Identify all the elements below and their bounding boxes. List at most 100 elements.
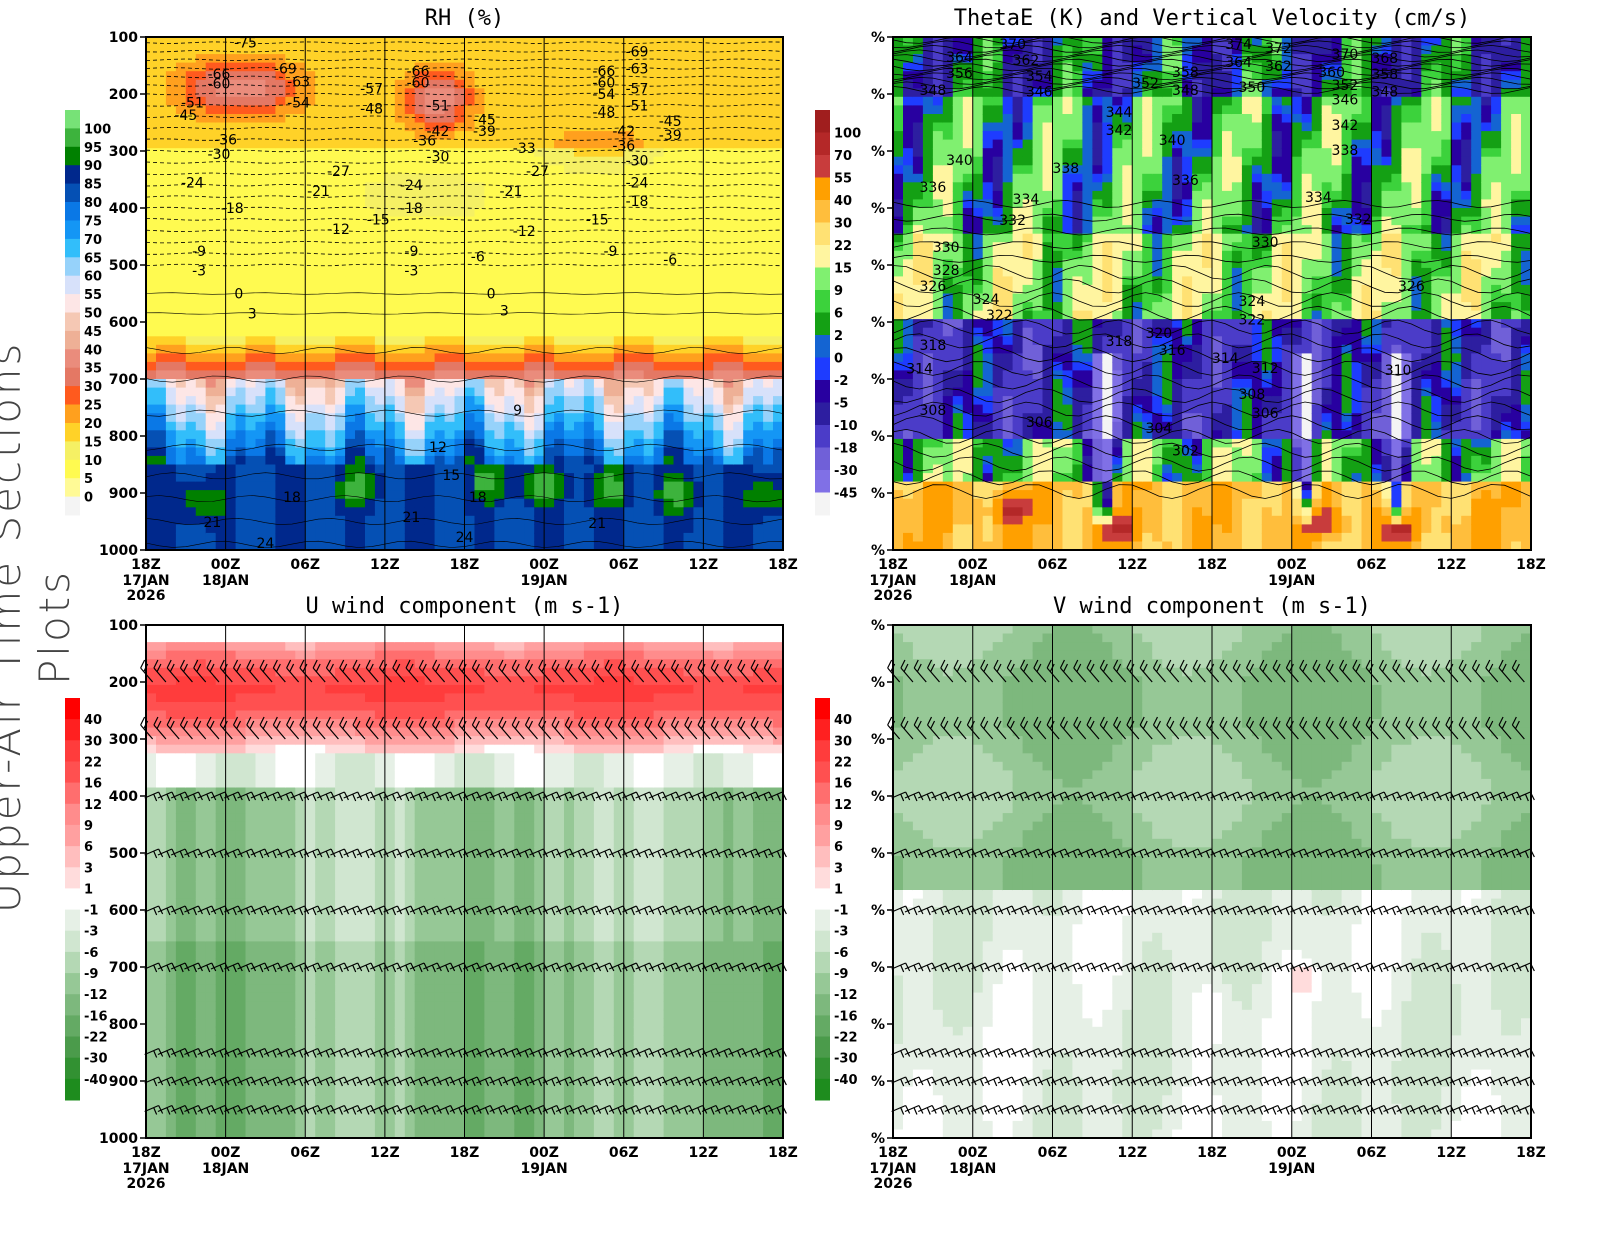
field-cell xyxy=(315,182,326,192)
field-cell xyxy=(374,88,386,98)
field-cell xyxy=(723,490,734,500)
field-cell xyxy=(564,156,575,166)
field-cell xyxy=(394,96,406,106)
field-cell xyxy=(205,173,217,183)
field-cell xyxy=(1012,250,1024,260)
field-cell xyxy=(205,310,217,320)
field-cell xyxy=(743,148,754,158)
field-cell xyxy=(205,327,217,337)
field-cell xyxy=(743,182,754,192)
field-cell xyxy=(583,199,595,209)
field-cell xyxy=(753,182,764,192)
field-cell xyxy=(345,242,356,252)
field-cell xyxy=(514,507,525,517)
field-cell xyxy=(315,447,326,457)
contour-label: -51 xyxy=(427,98,450,114)
field-cell xyxy=(265,336,276,346)
field-cell xyxy=(683,37,695,47)
field-cell xyxy=(335,498,346,508)
field-cell xyxy=(1022,310,1034,320)
field-cell xyxy=(1032,233,1044,243)
field-cell xyxy=(763,455,774,466)
field-cell xyxy=(1012,302,1024,312)
field-cell xyxy=(583,387,595,397)
field-cell xyxy=(156,473,167,483)
field-cell xyxy=(603,96,615,106)
field-cell xyxy=(514,353,525,363)
field-cell xyxy=(593,259,605,269)
field-cell xyxy=(374,515,386,525)
field-cell xyxy=(474,507,486,517)
field-cell xyxy=(623,490,635,500)
field-cell xyxy=(434,507,446,517)
field-cell xyxy=(743,45,754,55)
field-cell xyxy=(743,225,754,235)
field-cell xyxy=(1002,199,1014,209)
field-cell xyxy=(613,524,625,534)
field-cell xyxy=(474,250,486,260)
field-cell xyxy=(982,481,994,491)
field-cell xyxy=(146,62,157,72)
field-cell xyxy=(454,267,466,278)
field-cell xyxy=(753,455,764,466)
field-cell xyxy=(673,122,685,132)
field-cell xyxy=(285,361,296,372)
field-cell xyxy=(424,413,436,423)
field-cell xyxy=(593,507,605,517)
field-cell xyxy=(1022,379,1034,389)
field-cell xyxy=(623,114,635,124)
field-cell xyxy=(255,336,267,346)
field-cell xyxy=(763,336,774,346)
field-cell xyxy=(504,276,515,286)
field-cell xyxy=(743,455,754,466)
field-cell xyxy=(434,490,446,500)
field-cell xyxy=(156,438,167,449)
field-cell xyxy=(922,208,934,218)
field-cell xyxy=(494,267,505,278)
colorbar-label: 25 xyxy=(84,399,102,414)
field-cell xyxy=(185,336,197,346)
field-cell xyxy=(305,387,316,397)
field-cell xyxy=(893,473,904,483)
field-cell xyxy=(773,96,784,106)
field-cell xyxy=(1002,481,1014,491)
field-cell xyxy=(753,114,764,124)
field-cell xyxy=(215,88,227,98)
field-cell xyxy=(912,430,924,440)
field-cell xyxy=(633,481,645,491)
field-cell xyxy=(903,404,914,414)
field-cell xyxy=(593,404,605,414)
field-cell xyxy=(215,148,227,158)
field-cell xyxy=(404,208,416,218)
field-cell xyxy=(643,327,655,337)
field-cell xyxy=(245,370,257,380)
field-cell xyxy=(564,396,575,406)
field-cell xyxy=(912,327,924,337)
field-cell xyxy=(693,71,704,81)
field-cell xyxy=(454,208,466,218)
field-cell xyxy=(305,190,316,201)
field-cell xyxy=(205,413,217,423)
field-cell xyxy=(494,105,505,115)
field-cell xyxy=(554,173,565,183)
field-cell xyxy=(464,233,476,243)
field-cell xyxy=(146,225,157,235)
field-cell xyxy=(613,336,625,346)
field-cell xyxy=(235,507,247,517)
field-cell xyxy=(474,216,486,226)
field-cell xyxy=(723,327,734,337)
field-cell xyxy=(325,430,336,440)
field-cell xyxy=(1002,139,1014,149)
field-cell xyxy=(972,276,984,286)
field-cell xyxy=(534,122,545,132)
field-cell xyxy=(683,473,695,483)
field-cell xyxy=(215,481,227,491)
field-cell xyxy=(593,208,605,218)
field-cell xyxy=(623,37,635,47)
field-cell xyxy=(952,284,964,295)
field-cell xyxy=(643,524,655,534)
field-cell xyxy=(275,208,286,218)
field-cell xyxy=(444,88,456,98)
field-cell xyxy=(315,199,326,209)
field-cell xyxy=(733,182,744,192)
